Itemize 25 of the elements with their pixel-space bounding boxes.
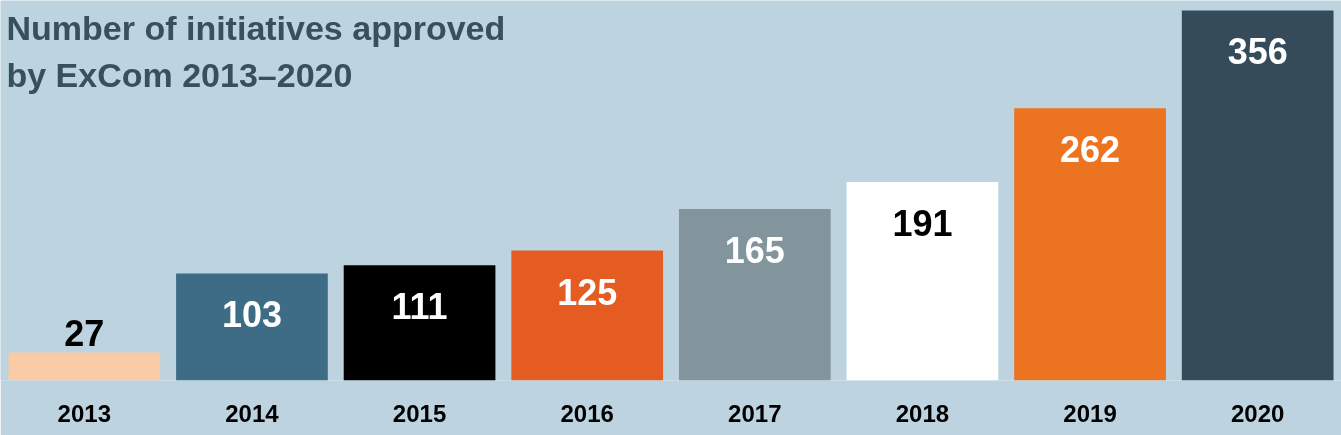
bar bbox=[343, 265, 496, 381]
bar bbox=[678, 209, 831, 381]
data-label: 103 bbox=[221, 294, 282, 336]
x-tick-label: 2018 bbox=[895, 399, 950, 427]
x-tick-label: 2020 bbox=[1230, 399, 1285, 427]
x-tick-label: 2014 bbox=[225, 399, 280, 427]
x-tick-label: 2017 bbox=[728, 399, 782, 427]
data-label: 165 bbox=[724, 230, 785, 272]
text: Number of initiatives approved by ExCom 2013–2020 bbox=[6, 8, 506, 94]
bar bbox=[846, 181, 999, 381]
x-tick-label: 2013 bbox=[57, 399, 112, 427]
data-label: 125 bbox=[557, 271, 618, 313]
bar bbox=[176, 273, 328, 381]
x-tick-label: 2015 bbox=[392, 399, 447, 427]
data-label: 191 bbox=[892, 202, 953, 244]
bar bbox=[1014, 108, 1166, 381]
bar bbox=[511, 250, 664, 381]
x-tick-label: 2019 bbox=[1063, 399, 1117, 427]
bar bbox=[8, 352, 161, 381]
data-label: 111 bbox=[391, 286, 448, 328]
data-label: 356 bbox=[1227, 31, 1288, 73]
data-label: 262 bbox=[1060, 129, 1121, 171]
data-label: 27 bbox=[64, 313, 105, 355]
x-tick-label: 2016 bbox=[560, 399, 614, 427]
bar bbox=[1181, 10, 1334, 381]
